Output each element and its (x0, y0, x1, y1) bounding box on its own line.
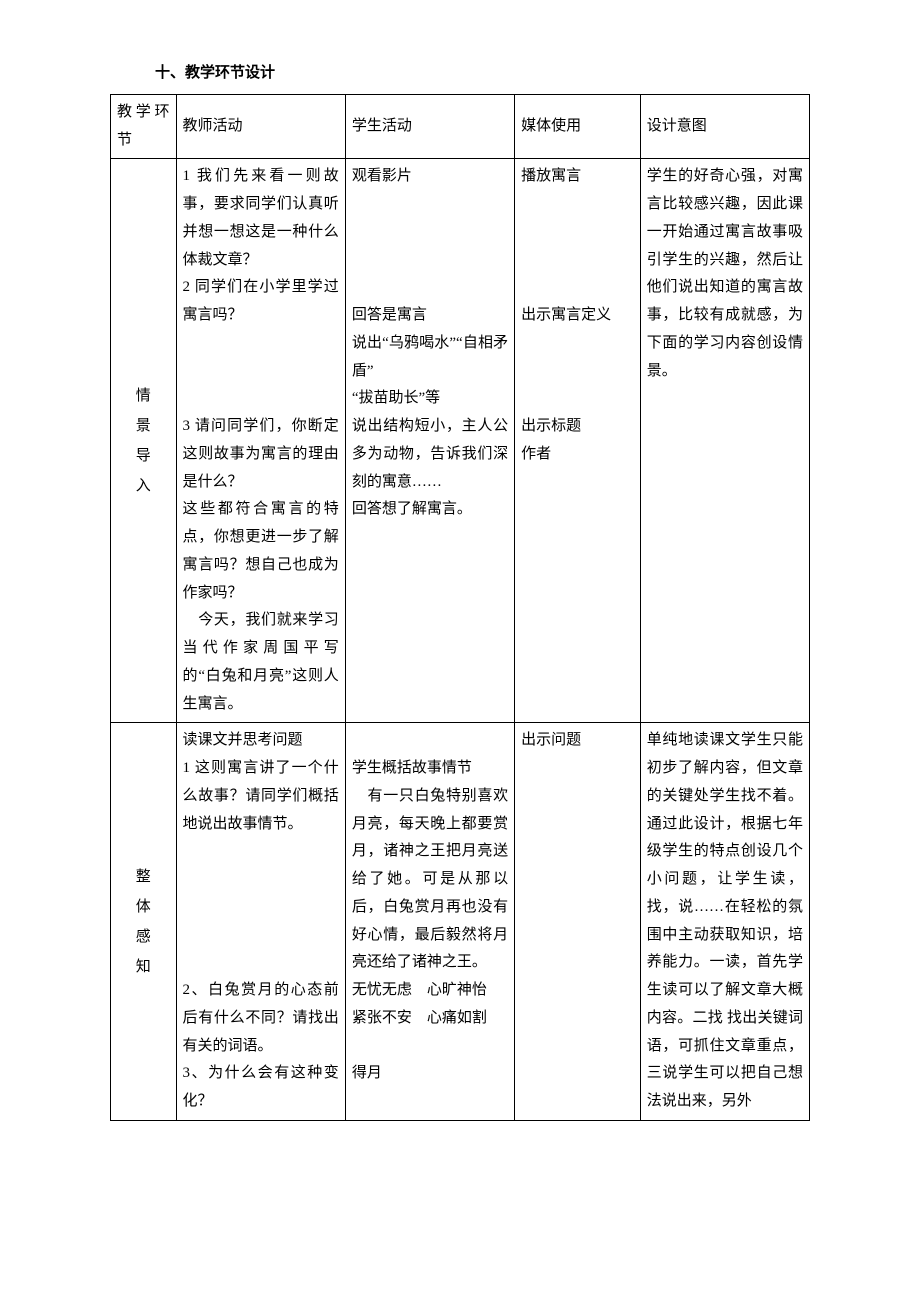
student-text: 回答想了解寓言。 (352, 496, 508, 524)
media-text: 作者 (521, 441, 634, 469)
intent-text: 学生的好奇心强，对寓言比较感兴趣，因此课一开始通过寓言故事吸引学生的兴趣，然后让… (647, 163, 803, 385)
media-text: 出示寓言定义 (521, 302, 634, 330)
teacher-cell: 1 我们先来看一则故事，要求同学们认真听并想一想这是一种什么体裁文章？ 2 同学… (176, 159, 345, 723)
student-text: 紧张不安 心痛如割 (352, 1005, 508, 1033)
student-text: 观看影片 (352, 163, 508, 191)
intent-text: 单纯地读课文学生只能初步了解内容，但文章的关键处学生找不着。通过此设计，根据七年… (647, 727, 803, 1116)
teacher-text: 3、为什么会有这种变化？ (183, 1060, 339, 1116)
student-text: 学生概括故事情节 (352, 755, 508, 783)
table-row: 整 体 感 知 读课文并思考问题 1 这则寓言讲了一个什么故事？请同学们概括地说… (111, 723, 810, 1121)
teacher-text: 今天，我们就来学习当代作家周国平写的“白兔和月亮”这则人生寓言。 (183, 607, 339, 718)
student-text: 无忧无虑 心旷神怡 (352, 977, 508, 1005)
header-stage: 教学环节 (111, 94, 177, 159)
student-gap (352, 219, 508, 247)
media-gap (521, 274, 634, 302)
media-gap (521, 219, 634, 247)
stage-char: 整 (136, 869, 151, 885)
student-gap (352, 247, 508, 275)
teacher-gap (183, 922, 339, 950)
header-teacher: 教师活动 (176, 94, 345, 159)
student-gap (352, 191, 508, 219)
table-row: 情 景 导 入 1 我们先来看一则故事，要求同学们认真听并想一想这是一种什么体裁… (111, 159, 810, 723)
teacher-gap (183, 949, 339, 977)
student-text: 回答是寓言 (352, 302, 508, 330)
media-gap (521, 358, 634, 386)
student-text: “拔苗助长”等 (352, 385, 508, 413)
teacher-gap (183, 385, 339, 413)
teacher-cell: 读课文并思考问题 1 这则寓言讲了一个什么故事？请同学们概括地说出故事情节。 2… (176, 723, 345, 1121)
header-intent: 设计意图 (640, 94, 809, 159)
student-cell: 学生概括故事情节 有一只白兔特别喜欢月亮，每天晚上都要赏月，诸神之王把月亮送给了… (345, 723, 514, 1121)
media-text: 播放寓言 (521, 163, 634, 191)
teacher-text: 2、白兔赏月的心态前后有什么不同？请找出有关的词语。 (183, 977, 339, 1060)
teacher-gap (183, 358, 339, 386)
student-text: 有一只白兔特别喜欢月亮，每天晚上都要赏月，诸神之王把月亮送给了她。可是从那以后，… (352, 783, 508, 977)
student-text: 说出结构短小，主人公多为动物，告诉我们深刻的寓意…… (352, 413, 508, 496)
student-text: 得月 (352, 1060, 508, 1088)
teacher-text: 1 这则寓言讲了一个什么故事？请同学们概括地说出故事情节。 (183, 755, 339, 838)
teacher-text: 读课文并思考问题 (183, 727, 339, 755)
media-gap (521, 191, 634, 219)
intent-cell: 学生的好奇心强，对寓言比较感兴趣，因此课一开始通过寓言故事吸引学生的兴趣，然后让… (640, 159, 809, 723)
teacher-gap (183, 894, 339, 922)
stage-char: 入 (136, 478, 151, 494)
media-gap (521, 385, 634, 413)
media-gap (521, 247, 634, 275)
table-header-row: 教学环节 教师活动 学生活动 媒体使用 设计意图 (111, 94, 810, 159)
stage-char: 感 (136, 929, 151, 945)
student-cell: 观看影片 回答是寓言 说出“乌鸦喝水”“自相矛盾” “拔苗助长”等 说出结构短小… (345, 159, 514, 723)
student-gap (352, 274, 508, 302)
stage-char: 景 (136, 418, 151, 434)
media-cell: 出示问题 (515, 723, 641, 1121)
media-gap (521, 330, 634, 358)
lesson-plan-table: 教学环节 教师活动 学生活动 媒体使用 设计意图 情 景 导 入 1 我们先来看… (110, 94, 810, 1121)
media-cell: 播放寓言 出示寓言定义 出示标题 作者 (515, 159, 641, 723)
stage-char: 体 (136, 899, 151, 915)
media-text: 出示问题 (521, 727, 634, 755)
teacher-text: 2 同学们在小学里学过寓言吗？ (183, 274, 339, 330)
section-heading: 十、教学环节设计 (110, 60, 810, 88)
teacher-gap (183, 838, 339, 866)
teacher-text: 这些都符合寓言的特点，你想更进一步了解寓言吗？想自己也成为作家吗？ (183, 496, 339, 607)
header-student: 学生活动 (345, 94, 514, 159)
student-text: 说出“乌鸦喝水”“自相矛盾” (352, 330, 508, 386)
teacher-gap (183, 330, 339, 358)
teacher-gap (183, 866, 339, 894)
student-gap (352, 1033, 508, 1061)
stage-cell-intro: 情 景 导 入 (111, 159, 177, 723)
stage-char: 导 (136, 448, 151, 464)
teacher-text: 3 请问同学们，你断定这则故事为寓言的理由是什么？ (183, 413, 339, 496)
stage-char: 情 (136, 388, 151, 404)
teacher-text: 1 我们先来看一则故事，要求同学们认真听并想一想这是一种什么体裁文章？ (183, 163, 339, 274)
intent-cell: 单纯地读课文学生只能初步了解内容，但文章的关键处学生找不着。通过此设计，根据七年… (640, 723, 809, 1121)
student-gap (352, 727, 508, 755)
stage-char: 知 (136, 959, 151, 975)
header-media: 媒体使用 (515, 94, 641, 159)
stage-cell-overall: 整 体 感 知 (111, 723, 177, 1121)
media-text: 出示标题 (521, 413, 634, 441)
